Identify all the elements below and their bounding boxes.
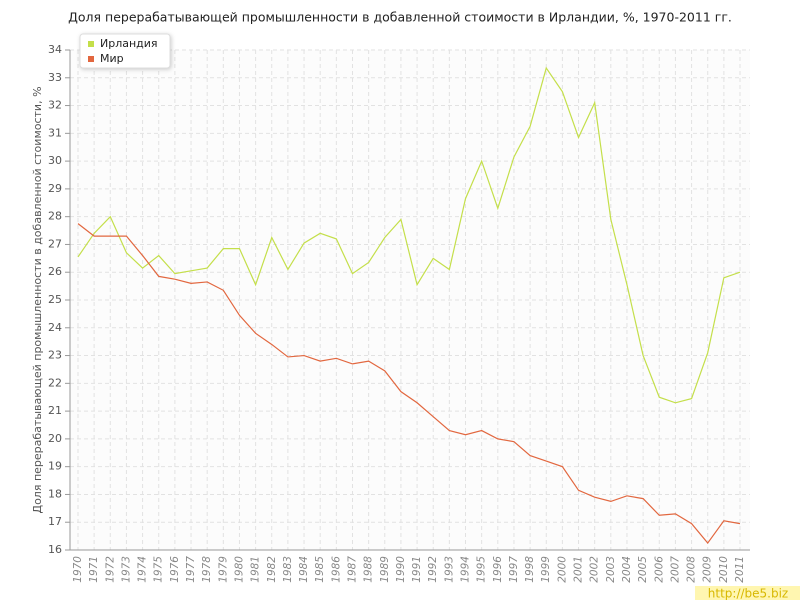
y-axis-title: Доля перерабатывающей промышленности в д…	[31, 86, 44, 513]
x-tick-label: 2010	[718, 556, 730, 583]
x-tick-label: 1977	[185, 556, 197, 583]
watermark: http://be5.biz	[708, 587, 788, 600]
x-tick-label: 2008	[686, 556, 698, 583]
x-tick-label: 1989	[379, 556, 391, 583]
x-tick-label: 1985	[314, 556, 326, 583]
x-tick-label: 1974	[137, 556, 149, 583]
x-tick-label: 1992	[427, 556, 439, 583]
x-tick-label: 1978	[201, 556, 213, 583]
x-tick-label: 2004	[621, 556, 633, 583]
y-tick-label: 34	[48, 43, 62, 56]
x-tick-label: 1988	[363, 556, 375, 583]
x-tick-label: 1987	[346, 556, 358, 583]
x-tick-label: 1979	[217, 556, 229, 583]
y-tick-label: 30	[48, 154, 62, 167]
x-tick-label: 2006	[653, 556, 665, 583]
x-tick-label: 1971	[88, 556, 100, 583]
y-tick-label: 22	[48, 376, 62, 389]
x-tick-label: 2009	[702, 556, 714, 583]
x-tick-label: 1997	[508, 556, 520, 583]
x-tick-label: 1970	[72, 556, 84, 583]
y-tick-label: 26	[48, 265, 62, 278]
x-tick-label: 1975	[153, 556, 165, 583]
x-tick-label: 1980	[233, 556, 245, 583]
y-tick-label: 20	[48, 432, 62, 445]
x-tick-label: 1999	[540, 556, 552, 583]
y-tick-label: 17	[48, 515, 62, 528]
x-tick-label: 1993	[443, 556, 455, 583]
x-tick-label: 1981	[250, 556, 262, 583]
x-tick-label: 2000	[556, 556, 568, 583]
x-tick-label: 1996	[492, 556, 504, 583]
x-tick-label: 1982	[266, 556, 278, 583]
y-tick-label: 33	[48, 71, 62, 84]
legend-swatch	[88, 41, 94, 47]
x-tick-label: 2005	[637, 556, 649, 583]
x-tick-label: 1994	[460, 556, 472, 583]
y-tick-label: 28	[48, 210, 62, 223]
x-tick-label: 2002	[589, 556, 601, 583]
y-tick-label: 19	[48, 460, 62, 473]
y-tick-label: 24	[48, 321, 62, 334]
chart-title: Доля перерабатывающей промышленности в д…	[68, 10, 732, 25]
x-tick-label: 1972	[104, 556, 116, 583]
legend-label: Ирландия	[100, 37, 158, 50]
watermark-bg	[695, 586, 800, 600]
x-tick-label: 1991	[411, 556, 423, 583]
legend-box	[79, 33, 171, 69]
series-line	[77, 66, 741, 404]
x-tick-label: 1998	[524, 556, 536, 583]
x-tick-label: 1976	[169, 556, 181, 583]
y-tick-label: 27	[48, 237, 62, 250]
x-tick-label: 1990	[395, 556, 407, 583]
y-tick-label: 32	[48, 99, 62, 112]
x-tick-label: 1986	[330, 556, 342, 583]
x-tick-label: 1983	[282, 556, 294, 583]
x-tick-label: 2007	[669, 556, 681, 583]
x-tick-label: 2001	[573, 556, 585, 583]
y-tick-label: 31	[48, 126, 62, 139]
y-tick-label: 21	[48, 404, 62, 417]
legend-label: Мир	[100, 52, 124, 65]
y-tick-label: 29	[48, 182, 62, 195]
series-line	[77, 223, 741, 545]
y-tick-label: 16	[48, 543, 62, 556]
x-tick-label: 1984	[298, 556, 310, 583]
x-tick-label: 1995	[476, 556, 488, 583]
y-tick-label: 18	[48, 487, 62, 500]
legend: Ирландия Мир	[79, 33, 171, 69]
x-tick-label: 2011	[734, 556, 746, 583]
y-tick-label: 25	[48, 293, 62, 306]
legend-swatch	[88, 56, 94, 62]
x-tick-label: 1973	[120, 556, 132, 583]
y-tick-label: 23	[48, 349, 62, 362]
x-tick-label: 2003	[605, 556, 617, 583]
